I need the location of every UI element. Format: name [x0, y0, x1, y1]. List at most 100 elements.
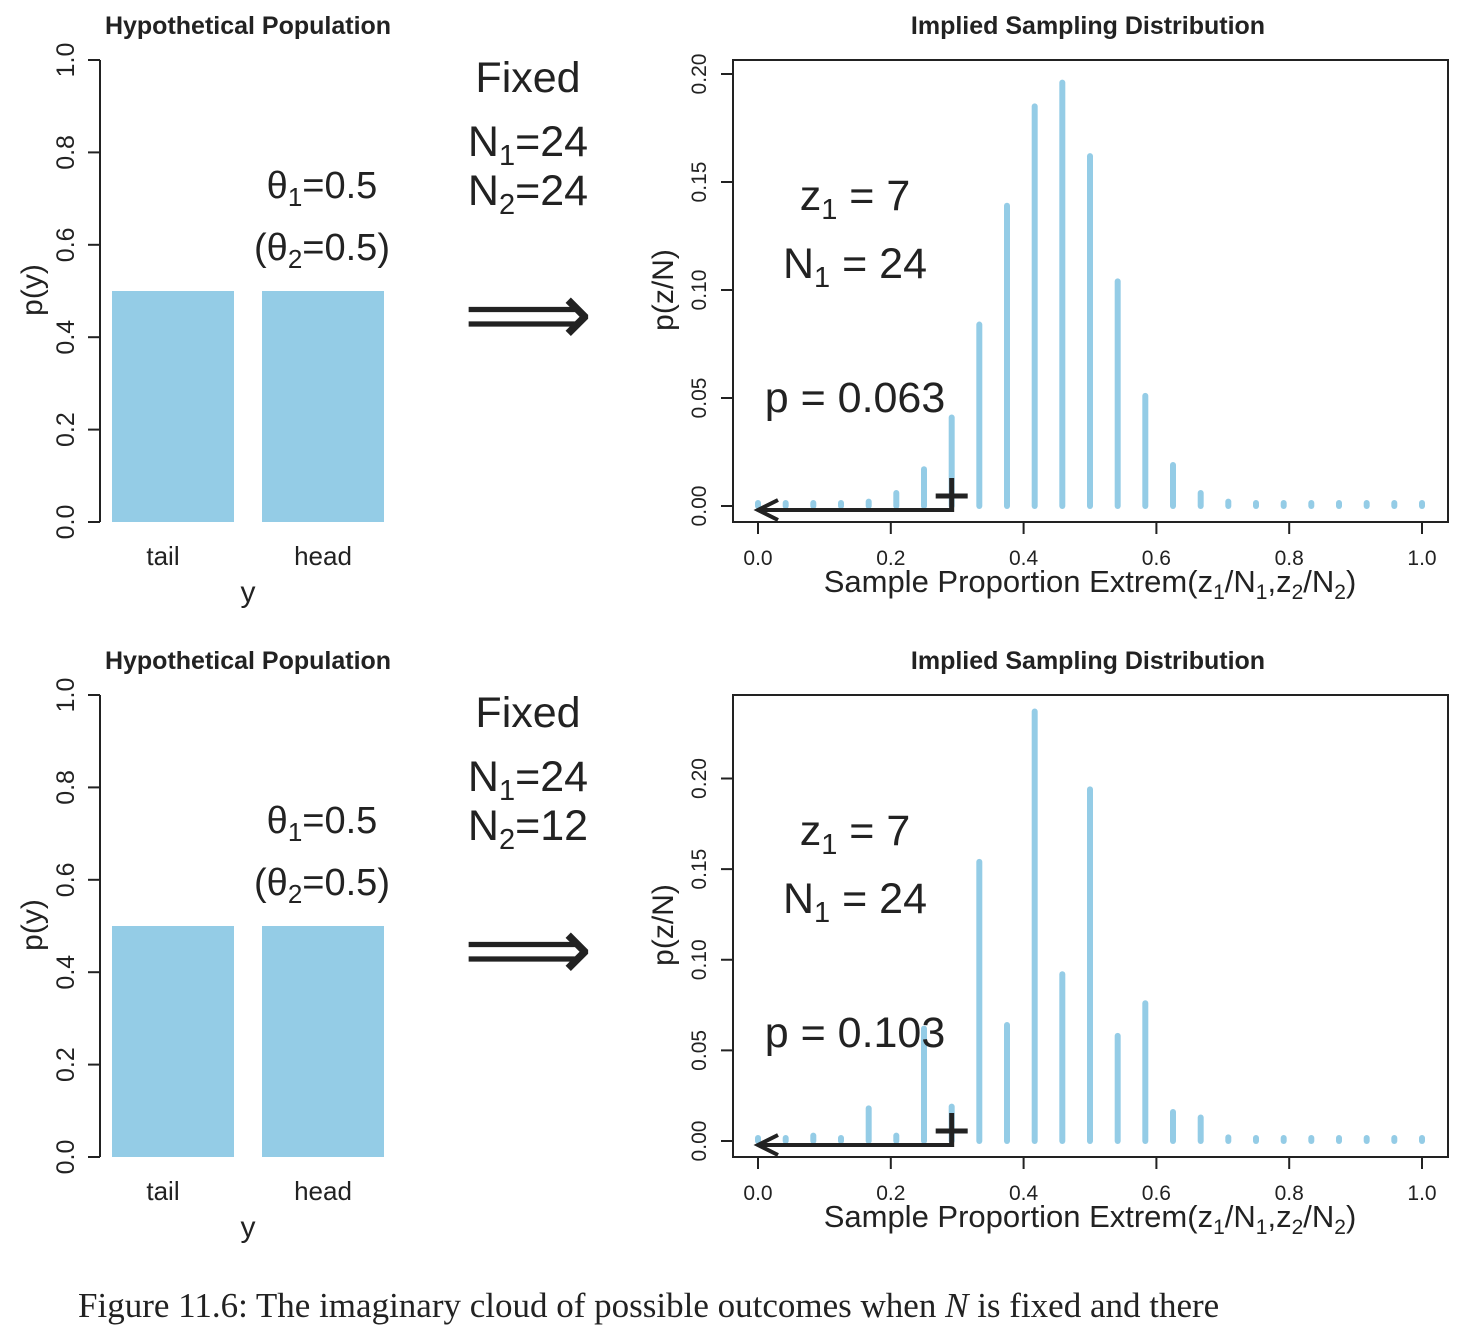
- population-x-tick-label-1: tail: [146, 1176, 179, 1206]
- text-part: =0.5: [302, 800, 377, 842]
- text-part: N: [783, 875, 814, 923]
- sampling-x-tick-label-0: 0.8: [1275, 547, 1304, 570]
- text-part: /N: [1303, 1199, 1334, 1234]
- n1-annotation-1: N1 = 24: [783, 875, 927, 929]
- sampling-x-tick-label-1: 0.4: [1009, 1182, 1039, 1205]
- text-part: N: [468, 753, 499, 801]
- sampling-y-label-0: p(z/N): [647, 249, 680, 331]
- subscript: 1: [1256, 1216, 1268, 1239]
- text-part: ): [1346, 564, 1356, 599]
- sampling-x-tick-label-1: 0.8: [1275, 1182, 1304, 1205]
- sampling-x-label-0: Sample Proportion Extrem(z1/N1,z2/N2): [824, 564, 1357, 604]
- text-part: /N: [1303, 564, 1334, 599]
- sampling-y-tick-label-0: 0.20: [688, 54, 711, 95]
- theta2-annotation-0: (θ2=0.5): [254, 227, 390, 274]
- text-part: θ: [267, 165, 288, 207]
- text-part: N: [783, 240, 814, 288]
- population-y-tick-label-1: 0.6: [52, 862, 80, 897]
- sampling-y-label-1: p(z/N): [647, 884, 680, 966]
- implies-arrow-icon-1: ⟹: [463, 900, 592, 1000]
- text-part: =24: [515, 753, 588, 801]
- sampling-x-tick-label-0: 0.0: [743, 547, 772, 570]
- text-part: = 7: [837, 807, 910, 855]
- population-y-tick-label-0: 0.6: [52, 227, 80, 262]
- sampling-x-tick-label-0: 0.2: [876, 547, 905, 570]
- z1-annotation-0: z1 = 7: [800, 172, 911, 226]
- subscript: 2: [1334, 1216, 1346, 1239]
- sampling-y-tick-label-0: 0.00: [688, 486, 711, 527]
- subscript: 1: [1256, 581, 1268, 604]
- sampling-y-tick-label-1: 0.05: [688, 1030, 711, 1071]
- population-y-tick-label-0: 0.4: [52, 320, 80, 355]
- text-part: z: [800, 172, 822, 220]
- sampling-y-tick-label-0: 0.10: [688, 270, 711, 311]
- population-x-label-0: y: [241, 576, 256, 609]
- p-value-annotation-1: p = 0.103: [765, 1009, 946, 1057]
- population-y-label-1: p(y): [16, 899, 49, 951]
- population-y-tick-label-1: 0.2: [52, 1047, 80, 1082]
- theta2-annotation-1: (θ2=0.5): [254, 862, 390, 909]
- population-x-tick-label-1: head: [294, 1176, 352, 1206]
- subscript: 1: [814, 262, 830, 294]
- population-x-label-1: y: [241, 1211, 256, 1244]
- n1-annotation-0: N1 = 24: [783, 240, 927, 294]
- population-x-tick-label-0: head: [294, 541, 352, 571]
- sampling-x-tick-label-0: 0.6: [1142, 547, 1171, 570]
- population-title-0: Hypothetical Population: [105, 12, 391, 40]
- sampling-y-tick-label-1: 0.15: [688, 849, 711, 890]
- subscript: 1: [288, 182, 302, 212]
- population-y-tick-label-1: 0.0: [52, 1140, 80, 1175]
- text-part: (θ: [254, 862, 288, 904]
- sampling-x-tick-label-1: 0.6: [1142, 1182, 1171, 1205]
- subscript: 1: [821, 829, 837, 861]
- text-part: =24: [515, 118, 588, 166]
- theta1-annotation-1: θ1=0.5: [267, 800, 378, 847]
- subscript: 1: [288, 817, 302, 847]
- population-bar-head-1: [262, 926, 384, 1157]
- subscript: 1: [821, 194, 837, 226]
- sampling-y-tick-label-0: 0.15: [688, 162, 711, 203]
- population-y-tick-label-1: 1.0: [52, 678, 80, 713]
- text-part: =12: [515, 802, 588, 850]
- sampling-x-tick-label-0: 1.0: [1407, 547, 1436, 570]
- sampling-x-tick-label-0: 0.4: [1009, 547, 1039, 570]
- n1-label-1: N1=24: [468, 753, 588, 807]
- population-bar-tail-0: [112, 291, 234, 522]
- fixed-label-1: Fixed: [475, 689, 580, 737]
- caption-variable: N: [945, 1286, 969, 1325]
- sampling-x-tick-label-1: 1.0: [1407, 1182, 1436, 1205]
- sampling-y-tick-label-1: 0.20: [688, 758, 711, 799]
- sampling-x-tick-label-1: 0.2: [876, 1182, 905, 1205]
- subscript: 2: [1292, 1216, 1304, 1239]
- n1-label-0: N1=24: [468, 118, 588, 172]
- text-part: N: [468, 802, 499, 850]
- population-title-1: Hypothetical Population: [105, 647, 391, 675]
- sampling-x-label-1: Sample Proportion Extrem(z1/N1,z2/N2): [824, 1199, 1357, 1239]
- figure-caption: Figure 11.6: The imaginary cloud of poss…: [78, 1286, 1458, 1326]
- population-y-tick-label-1: 0.4: [52, 955, 80, 990]
- text-part: z: [800, 807, 822, 855]
- text-part: =0.5: [302, 165, 377, 207]
- sampling-title-1: Implied Sampling Distribution: [911, 647, 1265, 675]
- text-part: N: [468, 118, 499, 166]
- z1-annotation-1: z1 = 7: [800, 807, 911, 861]
- population-x-tick-label-0: tail: [146, 541, 179, 571]
- subscript: 1: [1213, 581, 1225, 604]
- subscript: 2: [499, 824, 515, 856]
- text-part: N: [468, 167, 499, 215]
- text-part: =24: [515, 167, 588, 215]
- population-y-tick-label-0: 0.2: [52, 412, 80, 447]
- sampling-y-tick-label-0: 0.05: [688, 378, 711, 419]
- sampling-title-0: Implied Sampling Distribution: [911, 12, 1265, 40]
- text-part: (θ: [254, 227, 288, 269]
- subscript: 2: [499, 189, 515, 221]
- subscript: 1: [1213, 1216, 1225, 1239]
- caption-suffix: is fixed and there: [968, 1286, 1220, 1325]
- subscript: 2: [288, 879, 302, 909]
- text-part: =0.5): [302, 227, 390, 269]
- n2-label-1: N2=12: [468, 802, 588, 856]
- population-y-tick-label-0: 0.0: [52, 505, 80, 540]
- subscript: 1: [499, 775, 515, 807]
- text-part: θ: [267, 800, 288, 842]
